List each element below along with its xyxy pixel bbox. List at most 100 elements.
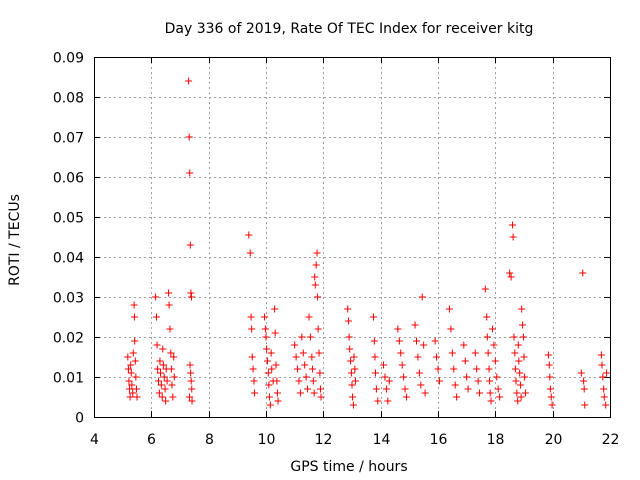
data-point <box>265 381 273 389</box>
data-point <box>481 285 489 293</box>
data-point <box>157 369 165 377</box>
data-point <box>371 353 379 361</box>
data-point <box>463 373 471 381</box>
x-tick-label: 20 <box>545 432 563 448</box>
data-point <box>599 373 607 381</box>
data-point <box>248 353 256 361</box>
data-point <box>316 369 324 377</box>
data-point <box>460 341 468 349</box>
data-point <box>548 401 556 409</box>
data-point <box>312 261 320 269</box>
data-point <box>129 349 137 357</box>
x-tick-label: 16 <box>430 432 448 448</box>
data-point <box>187 377 195 385</box>
data-point <box>317 393 325 401</box>
data-point <box>347 357 355 365</box>
data-point <box>517 393 525 401</box>
data-point <box>314 325 322 333</box>
data-point <box>493 373 501 381</box>
data-point <box>292 353 300 361</box>
data-point <box>351 365 359 373</box>
data-point <box>187 289 195 297</box>
data-point <box>132 385 140 393</box>
data-point <box>580 377 588 385</box>
data-point <box>349 393 357 401</box>
data-point <box>350 353 358 361</box>
data-point <box>271 305 279 313</box>
data-point <box>188 397 196 405</box>
data-point <box>188 385 196 393</box>
data-point <box>154 365 162 373</box>
data-point <box>185 393 193 401</box>
data-point <box>306 333 314 341</box>
data-point <box>126 385 134 393</box>
data-point <box>132 373 140 381</box>
x-axis-label: GPS time / hours <box>290 459 407 475</box>
data-point <box>496 393 504 401</box>
data-point <box>380 361 388 369</box>
data-point <box>577 369 585 377</box>
x-tick-label: 14 <box>373 432 391 448</box>
data-point <box>372 369 380 377</box>
data-point <box>395 337 403 345</box>
data-point <box>545 361 553 369</box>
data-point <box>521 389 529 397</box>
y-tick-label: 0.08 <box>53 91 84 107</box>
data-point <box>304 385 312 393</box>
data-point <box>520 353 528 361</box>
data-point <box>516 369 524 377</box>
data-point <box>313 249 321 257</box>
data-point <box>515 357 523 365</box>
data-point <box>435 377 443 385</box>
data-point <box>185 77 193 85</box>
data-point <box>476 389 484 397</box>
data-point <box>381 373 389 381</box>
data-point <box>127 361 135 369</box>
data-point <box>295 377 303 385</box>
data-point <box>248 325 256 333</box>
data-point <box>265 393 273 401</box>
data-point <box>471 349 479 357</box>
data-point <box>125 377 133 385</box>
data-point <box>165 289 173 297</box>
data-point <box>186 361 194 369</box>
x-tick-label: 18 <box>487 432 505 448</box>
x-tick-label: 22 <box>602 432 620 448</box>
data-point <box>506 269 514 277</box>
data-point <box>344 305 352 313</box>
data-point <box>126 393 134 401</box>
data-point <box>345 333 353 341</box>
data-point <box>402 393 410 401</box>
data-point <box>411 321 419 329</box>
y-tick-label: 0.03 <box>53 291 84 307</box>
data-point <box>268 365 276 373</box>
data-point <box>186 169 194 177</box>
data-point <box>347 369 355 377</box>
data-point <box>513 389 521 397</box>
data-point <box>579 269 587 277</box>
data-point <box>168 381 176 389</box>
data-point <box>461 357 469 365</box>
data-point <box>170 353 178 361</box>
data-point <box>418 293 426 301</box>
data-point <box>152 313 160 321</box>
data-point <box>486 377 494 385</box>
data-point <box>153 341 161 349</box>
data-point <box>152 293 160 301</box>
data-point <box>370 313 377 321</box>
data-point <box>431 337 439 345</box>
data-point <box>187 293 195 301</box>
data-point <box>491 357 499 365</box>
data-point <box>166 325 174 333</box>
data-point <box>261 313 269 321</box>
data-point <box>483 313 491 321</box>
data-point <box>159 361 167 369</box>
data-point <box>450 365 458 373</box>
data-point <box>420 341 428 349</box>
data-point <box>382 385 390 393</box>
data-point <box>311 273 319 281</box>
data-point <box>447 325 455 333</box>
data-points <box>124 77 611 409</box>
data-point <box>603 369 611 377</box>
data-point <box>169 393 177 401</box>
